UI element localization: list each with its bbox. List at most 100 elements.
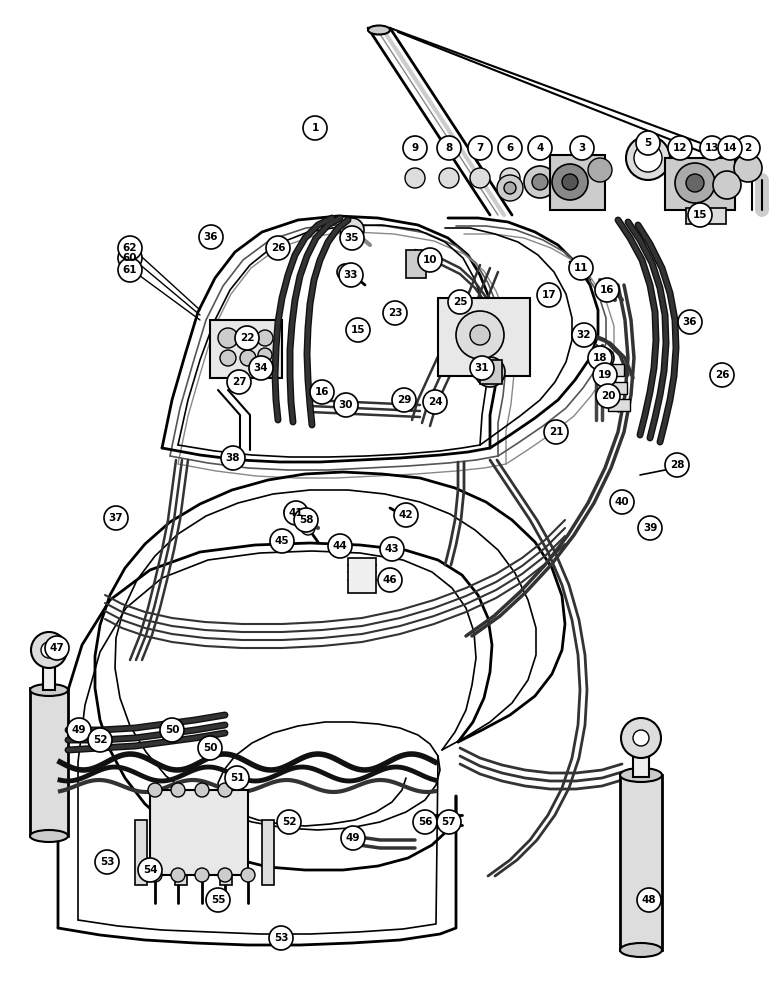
Circle shape	[636, 131, 660, 155]
Bar	[608, 399, 630, 411]
Circle shape	[148, 868, 162, 882]
Circle shape	[710, 363, 734, 387]
Circle shape	[500, 168, 520, 188]
Circle shape	[241, 868, 255, 882]
Circle shape	[160, 718, 184, 742]
Circle shape	[258, 348, 272, 362]
Circle shape	[238, 328, 258, 348]
Text: 26: 26	[715, 370, 730, 380]
Text: 50: 50	[203, 743, 217, 753]
Text: 52: 52	[93, 735, 107, 745]
Circle shape	[418, 248, 442, 272]
Circle shape	[678, 310, 702, 334]
Bar	[550, 155, 605, 210]
Text: 60: 60	[123, 253, 137, 263]
Circle shape	[572, 323, 596, 347]
Bar	[30, 688, 68, 836]
Circle shape	[257, 330, 273, 346]
Text: 7: 7	[476, 143, 484, 153]
Circle shape	[456, 311, 504, 359]
Bar	[175, 820, 187, 885]
Circle shape	[475, 357, 505, 387]
Circle shape	[394, 503, 418, 527]
Circle shape	[405, 168, 425, 188]
Circle shape	[537, 283, 561, 307]
Circle shape	[171, 868, 185, 882]
Text: 36: 36	[204, 232, 218, 242]
Text: 47: 47	[49, 643, 64, 653]
Bar	[220, 820, 232, 885]
Circle shape	[423, 390, 447, 414]
Circle shape	[95, 850, 119, 874]
Circle shape	[392, 388, 416, 412]
Circle shape	[439, 168, 459, 188]
Bar	[620, 775, 662, 950]
Text: 49: 49	[346, 833, 361, 843]
Circle shape	[45, 636, 69, 660]
Text: 16: 16	[315, 387, 329, 397]
Bar	[150, 790, 248, 875]
Circle shape	[562, 174, 578, 190]
Circle shape	[218, 868, 232, 882]
Text: 5: 5	[645, 138, 652, 148]
Ellipse shape	[30, 830, 68, 842]
Circle shape	[227, 370, 251, 394]
Ellipse shape	[620, 768, 662, 782]
Circle shape	[235, 326, 259, 350]
Circle shape	[301, 521, 315, 535]
Circle shape	[206, 888, 230, 912]
Text: 27: 27	[232, 377, 246, 387]
Bar	[43, 660, 55, 690]
Circle shape	[397, 510, 413, 526]
Text: 36: 36	[682, 317, 697, 327]
Text: 22: 22	[240, 333, 254, 343]
Text: 43: 43	[384, 544, 399, 554]
Circle shape	[220, 350, 236, 366]
Bar	[406, 250, 426, 278]
Circle shape	[524, 166, 556, 198]
Circle shape	[240, 350, 256, 366]
Text: 11: 11	[574, 263, 588, 273]
Text: 29: 29	[397, 395, 411, 405]
Circle shape	[700, 136, 724, 160]
Text: 38: 38	[225, 453, 240, 463]
Circle shape	[341, 826, 365, 850]
Text: 42: 42	[398, 510, 413, 520]
Text: 8: 8	[445, 143, 452, 153]
Circle shape	[303, 116, 327, 140]
Bar	[262, 820, 274, 885]
Circle shape	[225, 766, 249, 790]
Circle shape	[448, 290, 472, 314]
Circle shape	[334, 393, 358, 417]
Text: 44: 44	[333, 541, 347, 551]
Text: 32: 32	[577, 330, 591, 340]
Text: 53: 53	[274, 933, 288, 943]
Circle shape	[497, 175, 523, 201]
Circle shape	[340, 226, 364, 250]
Bar	[602, 364, 624, 376]
Text: 33: 33	[344, 270, 358, 280]
Circle shape	[138, 858, 162, 882]
Circle shape	[437, 136, 461, 160]
Text: 16: 16	[600, 285, 615, 295]
Circle shape	[269, 926, 293, 950]
Text: 6: 6	[506, 143, 513, 153]
Text: 50: 50	[164, 725, 179, 735]
Circle shape	[588, 158, 612, 182]
Text: 62: 62	[123, 243, 137, 253]
Circle shape	[552, 164, 588, 200]
Text: 30: 30	[339, 400, 354, 410]
Circle shape	[88, 728, 112, 752]
Circle shape	[118, 236, 142, 260]
Text: 34: 34	[254, 363, 269, 373]
Circle shape	[638, 516, 662, 540]
Circle shape	[104, 506, 128, 530]
Text: 28: 28	[670, 460, 684, 470]
Circle shape	[266, 236, 290, 260]
Text: 35: 35	[345, 233, 359, 243]
Text: 31: 31	[475, 363, 489, 373]
Circle shape	[734, 154, 762, 182]
Circle shape	[528, 136, 552, 160]
Circle shape	[713, 171, 741, 199]
Circle shape	[198, 736, 222, 760]
